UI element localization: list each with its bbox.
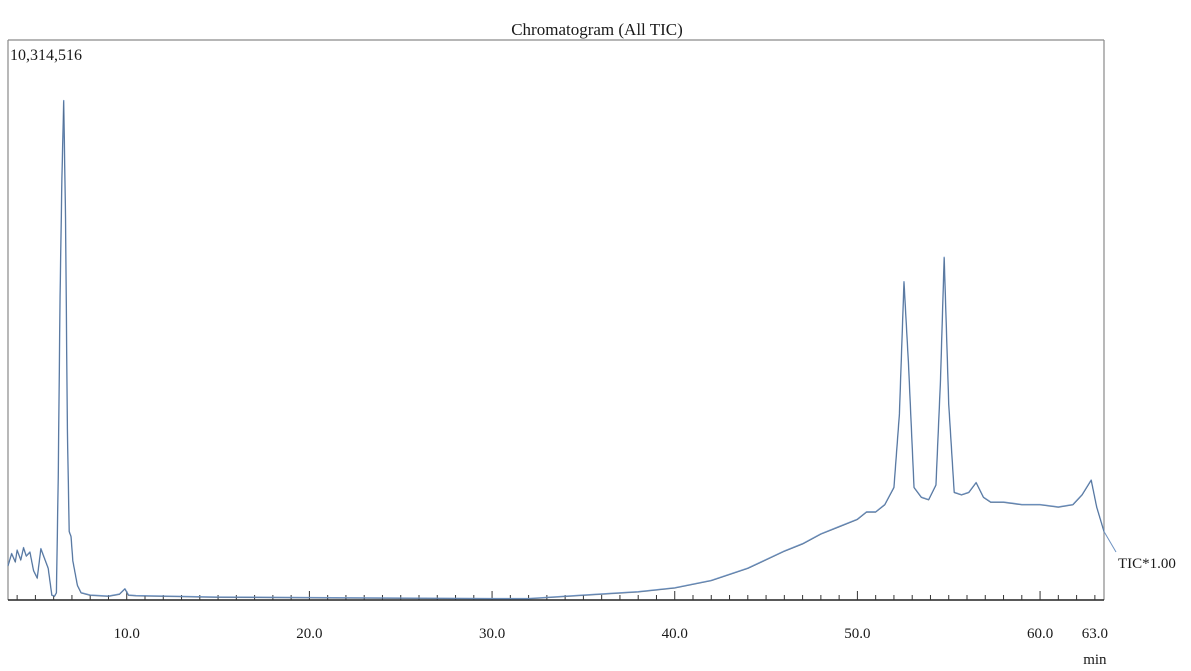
- x-tick-label: 10.0: [114, 626, 140, 642]
- x-tick-label: 60.0: [1027, 626, 1053, 642]
- x-tick-label: 63.0: [1082, 626, 1108, 642]
- x-tick-label: 30.0: [479, 626, 505, 642]
- tic-series-shadow: [7, 101, 1105, 600]
- x-axis-unit-label: min: [1083, 652, 1107, 668]
- x-tick-label: 20.0: [296, 626, 322, 642]
- series-label-leader: [1103, 531, 1117, 553]
- x-tick-label: 40.0: [662, 626, 688, 642]
- x-axis-ticks: 10.0 20.0 30.0 40.0 50.0 60.0 63.0: [16, 591, 1108, 642]
- series-label: TIC*1.00: [1118, 556, 1176, 572]
- plot-frame: [7, 39, 1105, 601]
- y-max-label: 10,314,516: [10, 47, 82, 64]
- x-tick-label: 50.0: [844, 626, 870, 642]
- series-layer: [7, 99, 1117, 600]
- tic-series-line: [7, 99, 1105, 600]
- chart-title: Chromatogram (All TIC): [511, 20, 683, 39]
